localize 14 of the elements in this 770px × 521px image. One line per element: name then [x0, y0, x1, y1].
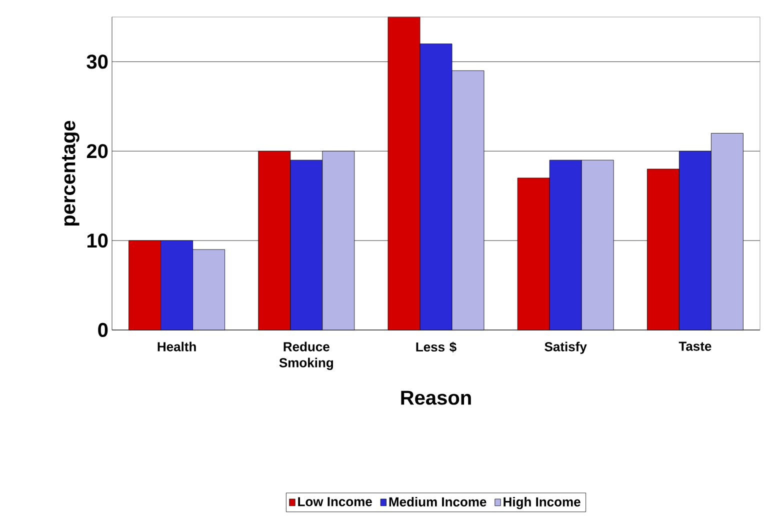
x-axis-title: Reason [401, 390, 471, 405]
x-tick-label: Reduce Smoking [279, 342, 333, 370]
y-axis-title: percentage [62, 120, 80, 226]
legend-label: Medium Income [389, 496, 486, 506]
y-tick-label: 30 [86, 54, 108, 69]
legend-label: High Income [504, 496, 580, 510]
y-tick-label: 20 [86, 144, 108, 158]
x-tick-label: Satisfy [544, 342, 587, 354]
x-tick-label: Health [158, 342, 196, 352]
y-tick-label: 10 [87, 233, 108, 248]
legend-label: Low Income [298, 497, 372, 506]
x-tick-label: Less $ [416, 342, 456, 352]
y-tick-label: 0 [98, 322, 108, 338]
x-tick-label: Taste [678, 342, 712, 351]
